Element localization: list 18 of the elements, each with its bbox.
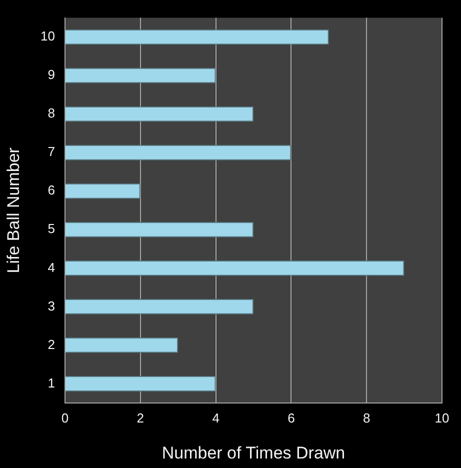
y-tick-label: 9 xyxy=(48,67,55,82)
y-tick-label: 7 xyxy=(48,144,55,160)
y-axis-title: Life Ball Number xyxy=(4,147,23,274)
x-tick-label: 2 xyxy=(136,410,144,426)
y-tick-label: 8 xyxy=(48,106,55,121)
y-tick-label: 2 xyxy=(48,336,55,352)
y-tick-label: 3 xyxy=(48,298,55,314)
y-tick-label: 10 xyxy=(40,28,55,44)
x-axis-title: Number of Times Drawn xyxy=(162,443,346,462)
y-tick-label: 5 xyxy=(48,221,55,236)
y-tick-label: 1 xyxy=(48,375,55,390)
x-tick-label: 0 xyxy=(61,410,69,426)
x-tick-label: 6 xyxy=(288,410,295,426)
x-tick-label: 4 xyxy=(212,410,220,426)
y-tick-label: 4 xyxy=(48,260,55,275)
x-tick-label: 10 xyxy=(434,410,450,426)
x-tick-label: 8 xyxy=(362,410,370,426)
y-tick-label: 6 xyxy=(48,182,55,198)
